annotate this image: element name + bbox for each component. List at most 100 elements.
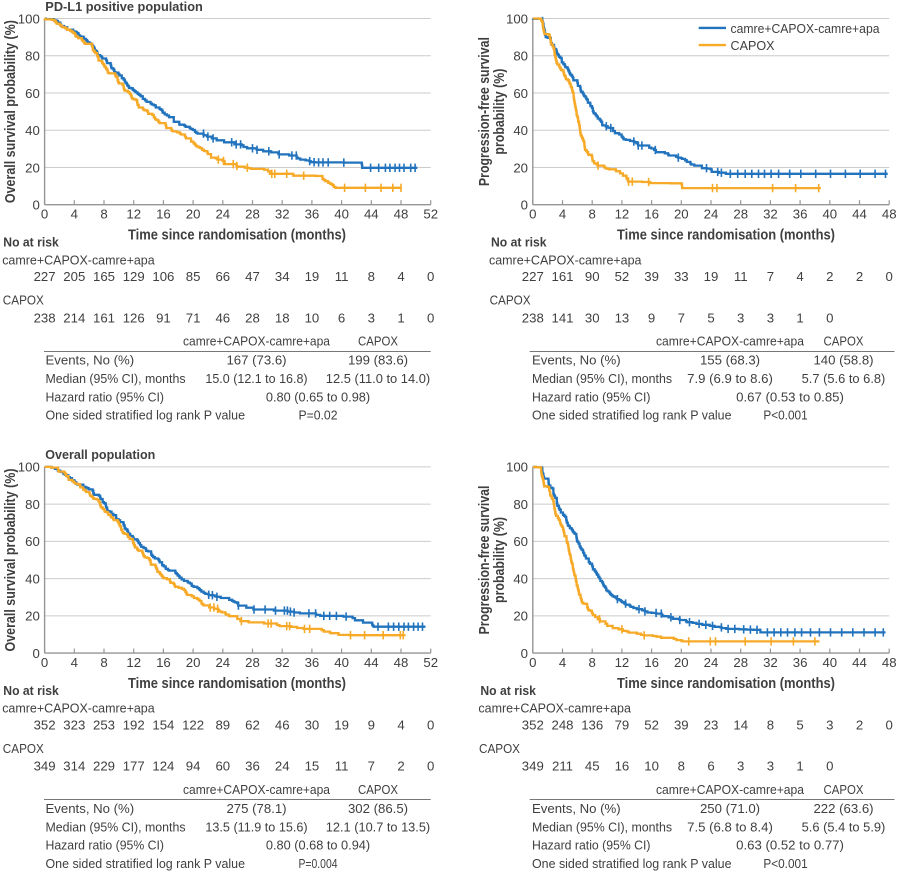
- svg-text:3: 3: [737, 310, 744, 325]
- svg-text:8: 8: [100, 207, 107, 222]
- svg-text:248: 248: [551, 717, 573, 732]
- svg-text:5.7 (5.6 to 6.8): 5.7 (5.6 to 6.8): [802, 371, 886, 386]
- svg-text:28: 28: [245, 310, 260, 325]
- svg-text:0: 0: [32, 646, 39, 661]
- svg-text:20: 20: [513, 160, 528, 175]
- svg-text:60: 60: [25, 534, 40, 549]
- svg-text:7.9 (6.9 to 8.6): 7.9 (6.9 to 8.6): [687, 371, 773, 386]
- svg-text:20: 20: [513, 609, 528, 624]
- svg-text:40: 40: [334, 655, 349, 670]
- svg-text:P<0.001: P<0.001: [763, 856, 807, 871]
- svg-text:211: 211: [552, 759, 573, 774]
- svg-text:48: 48: [394, 207, 409, 222]
- svg-text:314: 314: [63, 759, 85, 774]
- svg-text:8: 8: [767, 717, 774, 732]
- svg-text:94: 94: [186, 759, 201, 774]
- svg-text:CAPOX: CAPOX: [3, 741, 44, 756]
- svg-text:2: 2: [856, 269, 863, 284]
- svg-text:0.63 (0.52 to 0.77): 0.63 (0.52 to 0.77): [736, 838, 844, 853]
- svg-text:CAPOX: CAPOX: [824, 334, 864, 349]
- svg-text:Hazard ratio (95% CI): Hazard ratio (95% CI): [532, 838, 651, 853]
- svg-text:3: 3: [368, 310, 375, 325]
- svg-text:140 (58.8): 140 (58.8): [813, 353, 873, 368]
- svg-text:13.5 (11.9 to 15.6): 13.5 (11.9 to 15.6): [205, 819, 307, 834]
- svg-text:7: 7: [368, 759, 375, 774]
- svg-text:8: 8: [678, 759, 685, 774]
- svg-text:2: 2: [826, 269, 833, 284]
- svg-text:8: 8: [589, 655, 596, 670]
- svg-text:0: 0: [41, 207, 48, 222]
- svg-text:8: 8: [589, 207, 596, 222]
- svg-text:48: 48: [882, 655, 897, 670]
- svg-text:91: 91: [156, 310, 171, 325]
- svg-text:85: 85: [186, 269, 201, 284]
- svg-text:214: 214: [63, 310, 85, 325]
- svg-text:24: 24: [704, 655, 719, 670]
- svg-text:Time since randomisation (mont: Time since randomisation (months): [617, 228, 835, 244]
- svg-text:CAPOX: CAPOX: [3, 293, 44, 308]
- svg-text:62: 62: [245, 717, 260, 732]
- svg-text:161: 161: [551, 269, 573, 284]
- svg-text:48: 48: [394, 655, 409, 670]
- svg-text:12: 12: [615, 655, 630, 670]
- svg-text:19: 19: [704, 269, 719, 284]
- svg-text:154: 154: [152, 717, 174, 732]
- svg-text:222 (63.6): 222 (63.6): [813, 801, 873, 816]
- svg-text:16: 16: [156, 655, 171, 670]
- svg-text:20: 20: [674, 207, 689, 222]
- svg-text:0.80 (0.65 to 0.98): 0.80 (0.65 to 0.98): [266, 389, 370, 404]
- svg-text:One sided stratified log rank: One sided stratified log rank P value: [46, 408, 246, 423]
- svg-text:165: 165: [93, 269, 115, 284]
- svg-text:1: 1: [796, 759, 803, 774]
- svg-text:camre+CAPOX-camre+apa: camre+CAPOX-camre+apa: [656, 782, 805, 797]
- svg-text:Median (95% CI), months: Median (95% CI), months: [46, 371, 186, 386]
- svg-text:11: 11: [335, 759, 349, 774]
- svg-text:P=0.004: P=0.004: [299, 856, 338, 871]
- svg-text:camre+CAPOX-camre+apa: camre+CAPOX-camre+apa: [183, 334, 331, 349]
- svg-text:probability (%): probability (%): [492, 68, 508, 154]
- svg-text:Hazard ratio (95% CI): Hazard ratio (95% CI): [532, 389, 651, 404]
- svg-text:20: 20: [25, 160, 40, 175]
- svg-text:Overall survival probability (: Overall survival probability (%): [3, 468, 19, 651]
- svg-text:238: 238: [34, 310, 56, 325]
- svg-text:3: 3: [767, 759, 774, 774]
- svg-text:129: 129: [123, 269, 145, 284]
- svg-text:24: 24: [215, 655, 230, 670]
- svg-text:0: 0: [826, 759, 833, 774]
- svg-text:40: 40: [513, 571, 528, 586]
- svg-text:79: 79: [615, 717, 630, 732]
- svg-text:161: 161: [93, 310, 115, 325]
- svg-text:66: 66: [215, 269, 230, 284]
- svg-text:32: 32: [763, 655, 778, 670]
- svg-text:90: 90: [585, 269, 600, 284]
- svg-text:0: 0: [427, 310, 434, 325]
- svg-text:15.0 (12.1 to 16.8): 15.0 (12.1 to 16.8): [205, 371, 307, 386]
- svg-text:Hazard ratio (95% CI): Hazard ratio (95% CI): [46, 389, 165, 404]
- svg-text:177: 177: [123, 759, 145, 774]
- svg-text:12: 12: [126, 655, 141, 670]
- svg-text:40: 40: [25, 123, 40, 138]
- svg-text:11: 11: [335, 269, 349, 284]
- svg-text:349: 349: [522, 759, 544, 774]
- svg-text:44: 44: [364, 655, 379, 670]
- svg-text:48: 48: [882, 207, 897, 222]
- svg-text:0: 0: [427, 759, 434, 774]
- svg-text:No at risk: No at risk: [3, 683, 59, 698]
- svg-text:36: 36: [793, 207, 808, 222]
- svg-text:camre+CAPOX-camre+apa: camre+CAPOX-camre+apa: [489, 252, 642, 267]
- svg-text:16: 16: [156, 207, 171, 222]
- svg-text:Median (95% CI), months: Median (95% CI), months: [532, 819, 672, 834]
- svg-text:3: 3: [767, 310, 774, 325]
- svg-text:CAPOX: CAPOX: [824, 782, 864, 797]
- svg-text:4: 4: [397, 269, 404, 284]
- svg-text:28: 28: [733, 207, 748, 222]
- svg-text:4: 4: [397, 717, 404, 732]
- svg-text:205: 205: [63, 269, 85, 284]
- svg-text:52: 52: [615, 269, 630, 284]
- svg-text:23: 23: [704, 717, 719, 732]
- svg-text:40: 40: [822, 207, 837, 222]
- svg-text:192: 192: [123, 717, 145, 732]
- svg-text:238: 238: [522, 310, 544, 325]
- svg-text:6: 6: [707, 759, 714, 774]
- svg-text:36: 36: [793, 655, 808, 670]
